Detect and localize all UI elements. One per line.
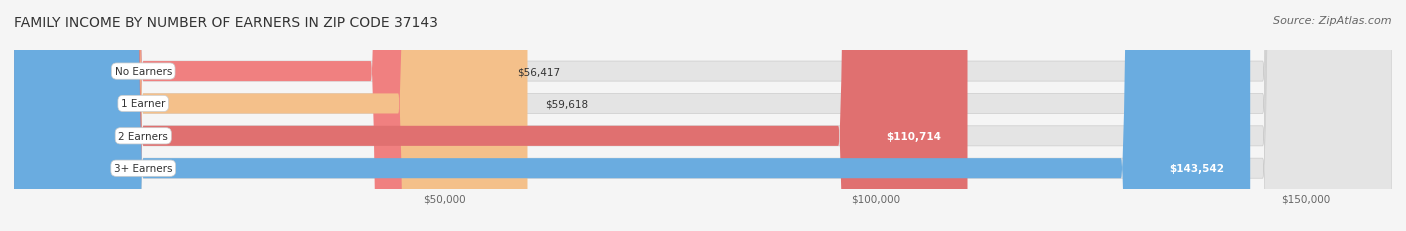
FancyBboxPatch shape [14,0,1392,231]
FancyBboxPatch shape [14,0,1392,231]
FancyBboxPatch shape [14,0,967,231]
Text: $143,542: $143,542 [1170,164,1225,173]
FancyBboxPatch shape [14,0,501,231]
Text: $56,417: $56,417 [517,67,560,77]
Text: 2 Earners: 2 Earners [118,131,169,141]
FancyBboxPatch shape [14,0,1250,231]
Text: FAMILY INCOME BY NUMBER OF EARNERS IN ZIP CODE 37143: FAMILY INCOME BY NUMBER OF EARNERS IN ZI… [14,16,437,30]
Text: No Earners: No Earners [114,67,172,77]
FancyBboxPatch shape [14,0,527,231]
Text: 3+ Earners: 3+ Earners [114,164,173,173]
Text: $110,714: $110,714 [887,131,942,141]
Text: 1 Earner: 1 Earner [121,99,166,109]
Text: $59,618: $59,618 [544,99,588,109]
Text: Source: ZipAtlas.com: Source: ZipAtlas.com [1274,16,1392,26]
FancyBboxPatch shape [14,0,1392,231]
FancyBboxPatch shape [14,0,1392,231]
